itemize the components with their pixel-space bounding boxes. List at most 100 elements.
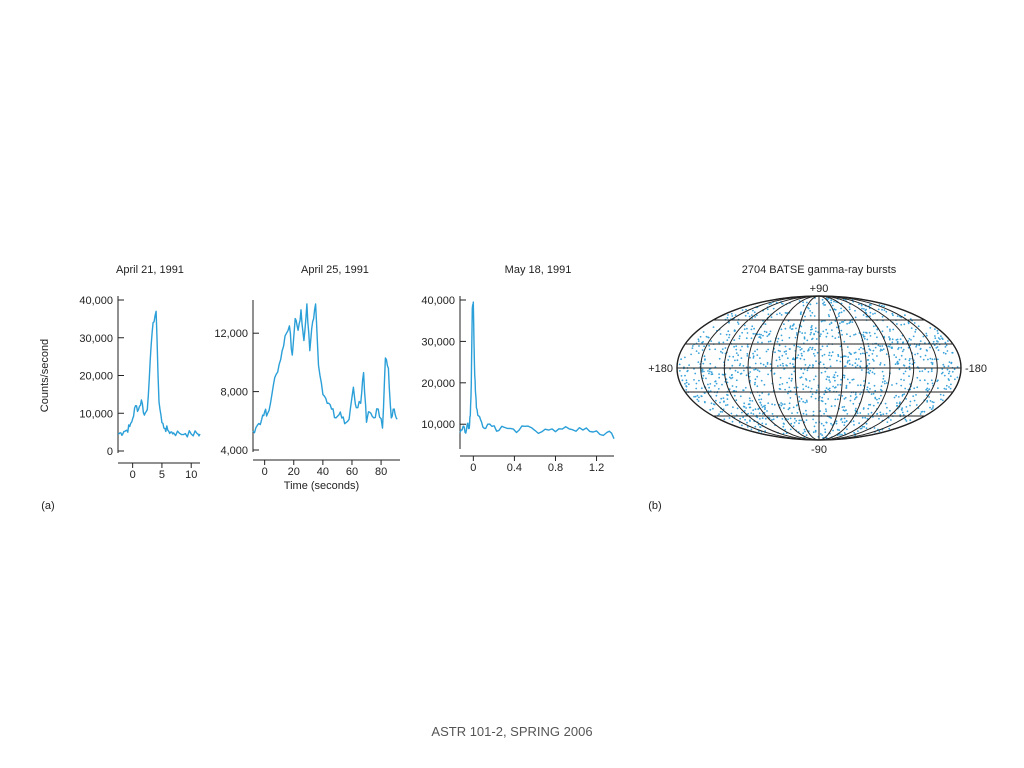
burst-point: [780, 334, 783, 337]
burst-point: [907, 322, 910, 325]
burst-point: [839, 360, 842, 363]
burst-point: [926, 349, 928, 352]
burst-point: [930, 408, 933, 411]
burst-point: [861, 307, 863, 310]
burst-point: [695, 350, 698, 352]
burst-point: [841, 395, 844, 397]
burst-point: [866, 388, 868, 391]
burst-point: [904, 418, 907, 421]
burst-point: [849, 335, 852, 338]
burst-point: [741, 424, 743, 427]
burst-point: [791, 412, 793, 414]
burst-point: [837, 355, 840, 358]
burst-point: [879, 411, 882, 414]
burst-point: [942, 351, 945, 354]
burst-point: [798, 400, 801, 403]
burst-point: [829, 365, 832, 368]
burst-point: [841, 333, 843, 336]
burst-point: [745, 407, 747, 409]
burst-point: [886, 421, 889, 423]
burst-point: [712, 326, 715, 328]
burst-point: [806, 339, 809, 342]
burst-point: [914, 353, 916, 356]
panel-3-x-tick-label: 0.4: [507, 462, 522, 474]
burst-point: [711, 373, 714, 375]
burst-point: [845, 386, 848, 389]
burst-point: [881, 370, 884, 373]
burst-point: [868, 403, 870, 406]
burst-point: [796, 386, 799, 389]
burst-point: [742, 416, 744, 419]
burst-point: [863, 380, 865, 382]
burst-point: [887, 345, 890, 348]
burst-point: [803, 337, 806, 340]
burst-point: [768, 303, 771, 306]
burst-point: [736, 407, 739, 410]
burst-point: [710, 340, 713, 342]
burst-point: [946, 368, 949, 371]
burst-point: [860, 346, 862, 349]
burst-point: [882, 377, 885, 380]
burst-point: [872, 313, 874, 315]
burst-point: [809, 333, 812, 336]
burst-point: [858, 348, 861, 351]
panel-label-a: (a): [41, 500, 54, 512]
burst-point: [949, 375, 952, 377]
burst-point: [943, 387, 946, 390]
burst-point: [746, 426, 749, 428]
burst-point: [782, 425, 785, 428]
burst-point: [859, 384, 862, 387]
burst-point: [707, 370, 709, 372]
burst-point: [803, 428, 806, 431]
burst-point: [901, 395, 904, 397]
burst-point: [840, 311, 843, 314]
burst-point: [797, 354, 800, 356]
burst-point: [754, 378, 757, 381]
burst-point: [870, 304, 872, 306]
burst-point: [905, 420, 908, 422]
burst-point: [807, 349, 810, 351]
skymap-title: 2704 BATSE gamma-ray bursts: [742, 264, 897, 276]
burst-point: [840, 307, 842, 310]
burst-point: [811, 325, 813, 327]
burst-point: [759, 362, 762, 365]
burst-point: [940, 372, 943, 375]
burst-point: [821, 298, 824, 301]
burst-point: [697, 340, 700, 342]
burst-point: [935, 347, 938, 349]
burst-point: [925, 334, 928, 337]
burst-point: [727, 330, 730, 333]
burst-point: [824, 304, 827, 306]
burst-point: [720, 397, 723, 400]
burst-point: [732, 355, 735, 358]
burst-point: [948, 379, 950, 381]
burst-point: [836, 398, 839, 401]
burst-point: [846, 378, 849, 381]
burst-point: [896, 404, 899, 407]
burst-point: [804, 315, 806, 318]
burst-point: [824, 431, 827, 434]
burst-point: [852, 402, 855, 405]
burst-point: [789, 362, 792, 365]
burst-point: [744, 386, 747, 389]
burst-point: [708, 386, 710, 389]
burst-point: [819, 433, 822, 435]
burst-point: [703, 370, 705, 373]
burst-point: [879, 350, 882, 352]
burst-point: [877, 344, 880, 347]
burst-point: [873, 427, 876, 429]
burst-point: [803, 368, 806, 371]
burst-point: [951, 351, 954, 354]
burst-point: [720, 350, 722, 353]
burst-point: [700, 387, 703, 390]
burst-point: [799, 349, 802, 351]
burst-point: [925, 332, 928, 335]
burst-point: [841, 421, 844, 423]
burst-point: [787, 392, 789, 395]
skymap-label-top: +90: [810, 283, 829, 295]
burst-point: [830, 322, 833, 324]
burst-point: [828, 387, 831, 390]
burst-point: [908, 337, 911, 340]
burst-point: [947, 372, 950, 375]
